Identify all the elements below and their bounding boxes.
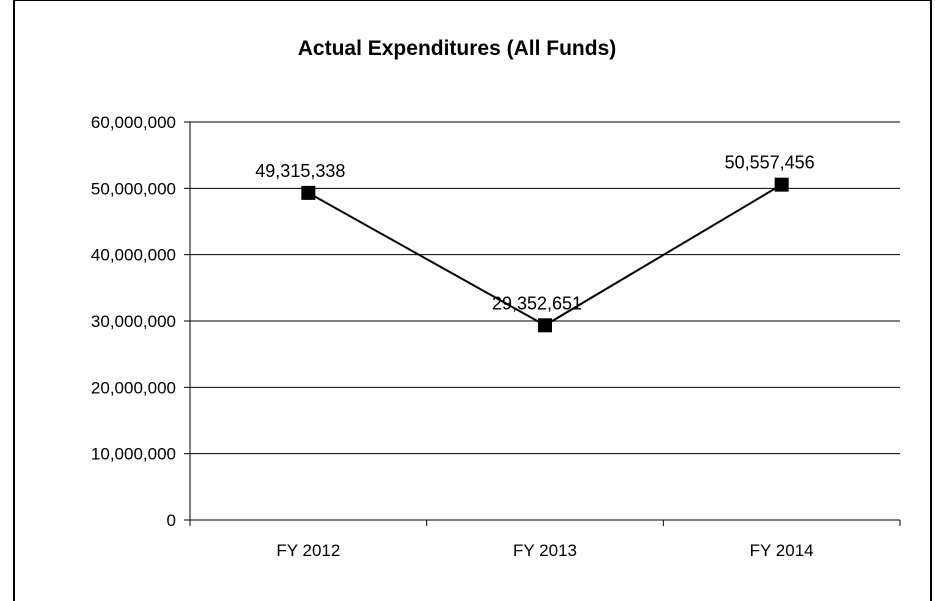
axes	[184, 121, 901, 526]
y-tick-label: 30,000,000	[91, 312, 176, 331]
y-tick-label: 60,000,000	[91, 113, 176, 132]
data-label: 29,352,651	[492, 293, 582, 313]
data-marker	[301, 185, 316, 200]
y-tick-label: 0	[167, 511, 176, 530]
x-tick-label: FY 2012	[276, 541, 340, 560]
data-marker	[538, 318, 552, 333]
data-label: 49,315,338	[255, 161, 345, 181]
y-tick-label: 40,000,000	[91, 246, 176, 265]
y-tick-label: 20,000,000	[91, 378, 176, 397]
data-label: 50,557,456	[725, 153, 815, 173]
data-marker	[774, 177, 789, 192]
y-tick-label: 10,000,000	[91, 445, 176, 464]
y-tick-label: 50,000,000	[91, 179, 176, 198]
data-markers	[301, 177, 789, 333]
y-tick-labels: 0 10,000,000 20,000,000 30,000,000 40,000,00…	[91, 113, 176, 530]
chart-frame	[13, 0, 932, 601]
x-tick-labels: FY 2012 FY 2013 FY 2014	[276, 541, 813, 560]
chart-title: Actual Expenditures (All Funds)	[298, 37, 617, 60]
x-tick-label: FY 2013	[513, 541, 577, 560]
x-tick-label: FY 2014	[750, 541, 814, 560]
data-labels: 49,315,338 29,352,651 50,557,456	[255, 153, 814, 314]
